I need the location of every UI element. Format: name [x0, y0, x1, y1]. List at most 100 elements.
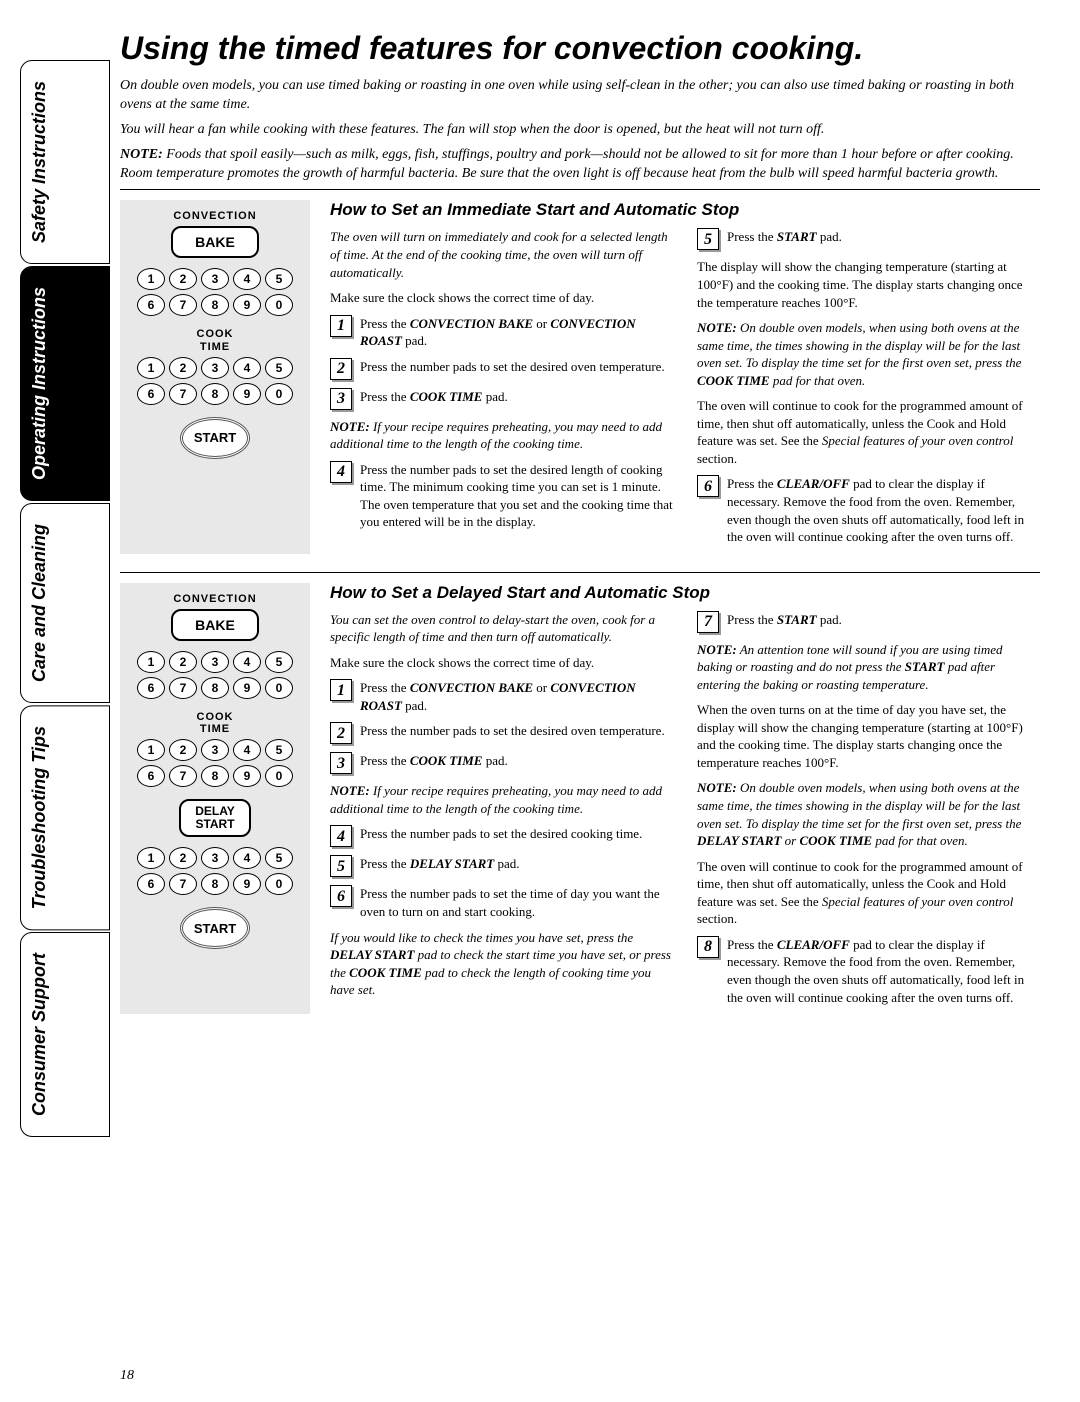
keypad-key[interactable]: 4 — [233, 651, 261, 673]
keypad-key[interactable]: 8 — [201, 873, 229, 895]
keypad-key[interactable]: 6 — [137, 765, 165, 787]
control-panel-1: CONVECTION BAKE 1234567890 COOKTIME 1234… — [120, 200, 310, 553]
keypad-key[interactable]: 3 — [201, 739, 229, 761]
bake-button-2[interactable]: BAKE — [171, 609, 259, 641]
keypad-key[interactable]: 1 — [137, 739, 165, 761]
keypad-key[interactable]: 5 — [265, 739, 293, 761]
keypad-key[interactable]: 9 — [233, 294, 261, 316]
step-num-1b: 1 — [330, 679, 352, 701]
keypad-key[interactable]: 4 — [233, 268, 261, 290]
start-button[interactable]: START — [180, 417, 250, 459]
keypad-key[interactable]: 0 — [265, 294, 293, 316]
keypad-key[interactable]: 2 — [169, 357, 197, 379]
keypad-1a: 12345 67890 — [128, 268, 302, 316]
section-delayed: CONVECTION BAKE 1234567890 COOKTIME 1234… — [120, 583, 1040, 1014]
keypad-key[interactable]: 6 — [137, 677, 165, 699]
sec2-rnote2: NOTE: On double oven models, when using … — [697, 779, 1040, 849]
sec1-step6: Press the CLEAR/OFF pad to clear the dis… — [727, 475, 1040, 545]
sec1-lead: The oven will turn on immediately and co… — [330, 228, 673, 281]
keypad-key[interactable]: 4 — [233, 739, 261, 761]
keypad-key[interactable]: 4 — [233, 847, 261, 869]
keypad-key[interactable]: 6 — [137, 294, 165, 316]
keypad-key[interactable]: 5 — [265, 357, 293, 379]
sec1-rnote: NOTE: On double oven models, when using … — [697, 319, 1040, 389]
convection-label-2: CONVECTION — [128, 593, 302, 605]
keypad-key[interactable]: 3 — [201, 847, 229, 869]
note-label: NOTE: — [120, 147, 163, 162]
keypad-key[interactable]: 1 — [137, 651, 165, 673]
keypad-1b: 12345 67890 — [128, 357, 302, 405]
section-2-heading: How to Set a Delayed Start and Automatic… — [330, 583, 1040, 603]
step-num-6b: 6 — [330, 885, 352, 907]
side-tab[interactable]: Operating Instructions — [20, 266, 110, 501]
keypad-key[interactable]: 7 — [169, 677, 197, 699]
cook-time-label-2: COOKTIME — [128, 711, 302, 735]
keypad-key[interactable]: 5 — [265, 847, 293, 869]
keypad-key[interactable]: 7 — [169, 873, 197, 895]
step-num-4: 4 — [330, 461, 352, 483]
sec1-left-col: The oven will turn on immediately and co… — [330, 228, 673, 553]
step-num-2b: 2 — [330, 722, 352, 744]
delay-start-button[interactable]: DELAYSTART — [179, 799, 251, 837]
sec1-right-col: 5 Press the START pad. The display will s… — [697, 228, 1040, 553]
keypad-key[interactable]: 9 — [233, 873, 261, 895]
keypad-key[interactable]: 3 — [201, 357, 229, 379]
keypad-key[interactable]: 0 — [265, 765, 293, 787]
sec2-rnote1: NOTE: An attention tone will sound if yo… — [697, 641, 1040, 694]
keypad-key[interactable]: 6 — [137, 873, 165, 895]
keypad-key[interactable]: 9 — [233, 677, 261, 699]
keypad-2c: 12345 67890 — [128, 847, 302, 895]
side-tab[interactable]: Safety Instructions — [20, 60, 110, 264]
keypad-key[interactable]: 5 — [265, 651, 293, 673]
keypad-key[interactable]: 6 — [137, 383, 165, 405]
sec1-r1: The display will show the changing tempe… — [697, 258, 1040, 311]
keypad-key[interactable]: 8 — [201, 765, 229, 787]
sec1-step1: Press the CONVECTION BAKE or CONVECTION … — [360, 315, 673, 350]
sec2-right-col: 7Press the START pad. NOTE: An attention… — [697, 611, 1040, 1014]
keypad-key[interactable]: 0 — [265, 677, 293, 699]
step-num-7b: 7 — [697, 611, 719, 633]
bake-button[interactable]: BAKE — [171, 226, 259, 258]
keypad-key[interactable]: 0 — [265, 383, 293, 405]
side-tab[interactable]: Troubleshooting Tips — [20, 705, 110, 930]
step-num-5: 5 — [697, 228, 719, 250]
keypad-key[interactable]: 2 — [169, 268, 197, 290]
step-num-1: 1 — [330, 315, 352, 337]
keypad-key[interactable]: 2 — [169, 739, 197, 761]
keypad-key[interactable]: 4 — [233, 357, 261, 379]
side-tabs: Safety InstructionsOperating Instruction… — [20, 60, 110, 1139]
step-num-3: 3 — [330, 388, 352, 410]
sec1-step3: Press the COOK TIME pad. — [360, 388, 673, 410]
keypad-key[interactable]: 3 — [201, 268, 229, 290]
keypad-key[interactable]: 7 — [169, 383, 197, 405]
start-button-2[interactable]: START — [180, 907, 250, 949]
keypad-key[interactable]: 8 — [201, 677, 229, 699]
keypad-key[interactable]: 9 — [233, 383, 261, 405]
keypad-key[interactable]: 8 — [201, 383, 229, 405]
keypad-key[interactable]: 2 — [169, 651, 197, 673]
convection-label: CONVECTION — [128, 210, 302, 222]
keypad-key[interactable]: 1 — [137, 357, 165, 379]
content-1: How to Set an Immediate Start and Automa… — [330, 200, 1040, 553]
side-tab[interactable]: Care and Cleaning — [20, 503, 110, 703]
step-num-6: 6 — [697, 475, 719, 497]
keypad-key[interactable]: 7 — [169, 765, 197, 787]
page-number: 18 — [120, 1368, 134, 1384]
keypad-key[interactable]: 2 — [169, 847, 197, 869]
sec1-r2: The oven will continue to cook for the p… — [697, 397, 1040, 467]
side-tab[interactable]: Consumer Support — [20, 932, 110, 1137]
sec1-step5: Press the START pad. — [727, 228, 1040, 250]
sec2-step4: Press the number pads to set the desired… — [360, 825, 673, 847]
keypad-key[interactable]: 1 — [137, 847, 165, 869]
sec2-note: NOTE: If your recipe requires preheating… — [330, 782, 673, 817]
step-num-8b: 8 — [697, 936, 719, 958]
keypad-key[interactable]: 3 — [201, 651, 229, 673]
keypad-key[interactable]: 9 — [233, 765, 261, 787]
keypad-key[interactable]: 0 — [265, 873, 293, 895]
keypad-key[interactable]: 5 — [265, 268, 293, 290]
keypad-key[interactable]: 1 — [137, 268, 165, 290]
keypad-key[interactable]: 7 — [169, 294, 197, 316]
sec2-left-col: You can set the oven control to delay-st… — [330, 611, 673, 1014]
keypad-key[interactable]: 8 — [201, 294, 229, 316]
keypad-2b: 12345 67890 — [128, 739, 302, 787]
